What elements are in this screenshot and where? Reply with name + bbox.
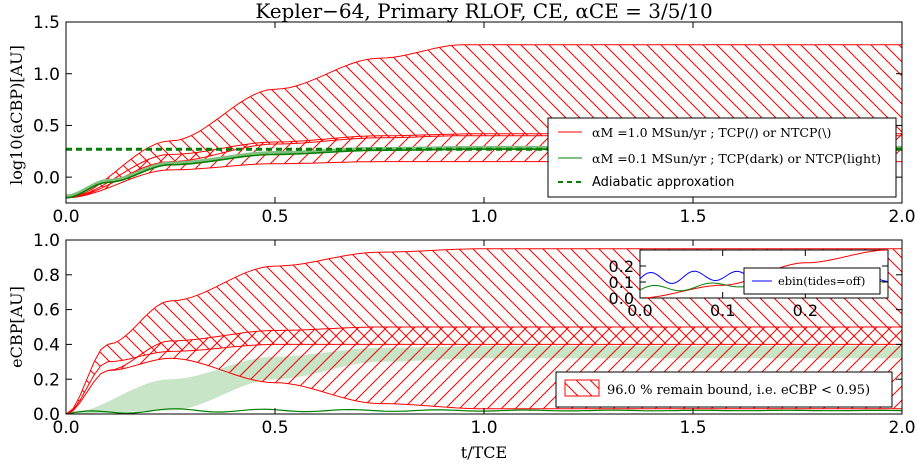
bottom-xtick-label: 0.5 bbox=[261, 418, 288, 438]
top-legend: αM =1.0 MSun/yr ; TCP(/) or NTCP(\) αM =… bbox=[547, 117, 897, 198]
top-ylabel: log10(aCBP)[AU] bbox=[7, 45, 26, 185]
top-ytick-label: 1.5 bbox=[33, 13, 60, 33]
inset-ytick-label: 0.2 bbox=[609, 257, 634, 276]
top-plot: 0.0 0.5 1.0 1.5 2.0 0.0 0.5 1.0 1.5 log10(aCBP)[… bbox=[7, 13, 916, 227]
inset-legend-entry: ebin(tides=off) bbox=[778, 274, 865, 288]
inset-ytick-label: 0.0 bbox=[609, 289, 634, 308]
figure-title: Kepler−64, Primary RLOF, CE, αCE = 3/5/1… bbox=[255, 0, 712, 23]
bottom-xtick-label: 1.0 bbox=[470, 418, 497, 438]
bottom-ytick-label: 1.0 bbox=[33, 231, 60, 251]
top-xtick-label: 1.5 bbox=[679, 207, 706, 227]
top-xtick-label: 0.5 bbox=[261, 207, 288, 227]
top-xtick-label: 2.0 bbox=[888, 207, 915, 227]
bottom-xtick-label: 1.5 bbox=[679, 418, 706, 438]
inset-xtick-label: 0.0 bbox=[627, 301, 652, 320]
bound-annotation: 96.0 % remain bound, i.e. eCBP < 0.95) bbox=[607, 383, 870, 398]
bottom-ytick-label: 0.2 bbox=[33, 370, 60, 390]
legend-entry-3: Adiabatic approxation bbox=[592, 175, 734, 190]
top-xtick-label: 0.0 bbox=[52, 207, 79, 227]
bottom-xtick-label: 2.0 bbox=[888, 418, 915, 438]
bottom-xlabel: t/TCE bbox=[461, 443, 507, 462]
bottom-ytick-label: 0.6 bbox=[33, 301, 60, 321]
top-ytick-label: 0.5 bbox=[33, 117, 60, 137]
inset-plot: 0.0 0.1 0.20.00.10.2 ebin(tides=off) bbox=[609, 249, 889, 320]
bottom-ylabel: eCBP[AU] bbox=[7, 286, 26, 368]
inset-xtick-label: 0.2 bbox=[793, 301, 818, 320]
top-ytick-label: 0.0 bbox=[33, 168, 60, 188]
inset-ytick-label: 0.1 bbox=[609, 273, 634, 292]
legend-entry-1: αM =1.0 MSun/yr ; TCP(/) or NTCP(\) bbox=[592, 125, 831, 140]
bottom-ytick-label: 0.8 bbox=[33, 266, 60, 286]
bottom-plot: 0.0 0.5 1.0 1.5 2.0 0.0 0.2 0.4 0.6 0.8 1.0 eCBP[A… bbox=[7, 231, 916, 462]
top-ytick-label: 1.0 bbox=[33, 65, 60, 85]
bottom-ytick-label: 0.4 bbox=[33, 336, 60, 356]
legend-entry-2: αM =0.1 MSun/yr ; TCP(dark) or NTCP(ligh… bbox=[592, 151, 881, 166]
inset-xtick-label: 0.1 bbox=[710, 301, 735, 320]
bottom-legend: 96.0 % remain bound, i.e. eCBP < 0.95) bbox=[555, 371, 893, 408]
bottom-ytick-label: 0.0 bbox=[33, 405, 60, 425]
top-xtick-label: 1.0 bbox=[470, 207, 497, 227]
inset-legend: ebin(tides=off) bbox=[743, 267, 881, 295]
bottom-xtick-label: 0.0 bbox=[52, 418, 79, 438]
